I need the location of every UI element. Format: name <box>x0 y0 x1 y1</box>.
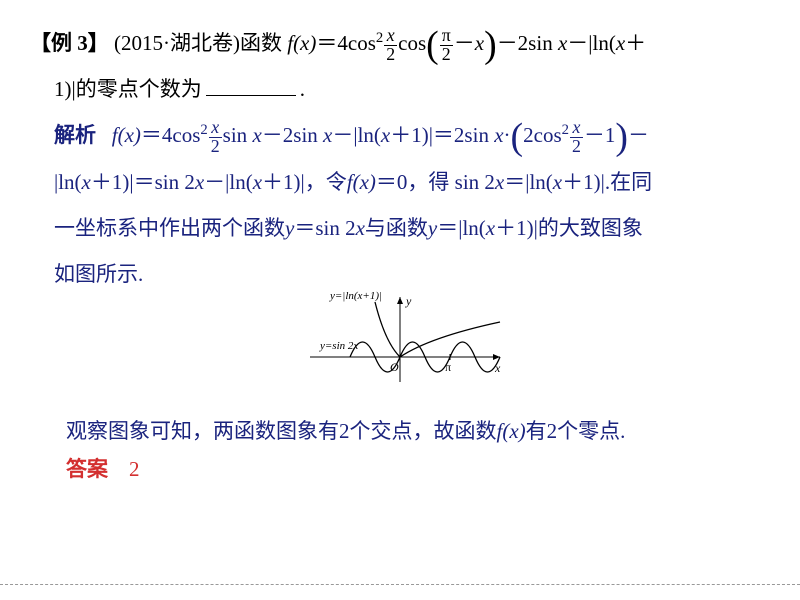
problem-line-1: 【例 3】 (2015·湖北卷)函数 f(x)＝4cos2x2cos(π2－x)… <box>30 20 770 66</box>
graph-svg: y=|ln(x+1)| y=sin 2x y x O π <box>290 287 510 387</box>
solution-label: 解析 <box>54 123 96 147</box>
pi-label: π <box>445 360 451 374</box>
answer-label: 答案 <box>66 457 108 481</box>
solution-line-3: 一坐标系中作出两个函数y＝sin 2x与函数y＝|ln(x＋1)|的大致图象 <box>30 205 770 251</box>
answer-line: 答案 2 <box>30 455 770 484</box>
function-graph: y=|ln(x+1)| y=sin 2x y x O π <box>30 287 770 403</box>
example-label: 【例 3】 <box>30 31 109 55</box>
problem-line-2: 1)|的零点个数为. <box>30 66 770 112</box>
solution-line-1: 解析 f(x)＝4cos2x2sin x－2sin x－|ln(x＋1)|＝2s… <box>30 112 770 158</box>
label-sin: y=sin 2x <box>319 340 358 352</box>
document-content: 【例 3】 (2015·湖北卷)函数 f(x)＝4cos2x2cos(π2－x)… <box>0 0 800 494</box>
origin-label: O <box>390 360 399 374</box>
problem-source: (2015·湖北卷)函数 <box>114 31 282 55</box>
axis-y: y <box>405 294 412 308</box>
label-ln: y=|ln(x+1)| <box>329 290 382 302</box>
footer-divider <box>0 584 800 585</box>
solution-line-2: |ln(x＋1)|＝sin 2x－|ln(x＋1)|，令f(x)＝0，得 sin… <box>30 159 770 205</box>
answer-blank <box>206 95 296 96</box>
conclusion-line: 观察图象可知，两函数图象有2个交点，故函数f(x)有2个零点. <box>30 408 770 454</box>
axis-x: x <box>494 361 501 375</box>
answer-value: 2 <box>129 457 140 481</box>
